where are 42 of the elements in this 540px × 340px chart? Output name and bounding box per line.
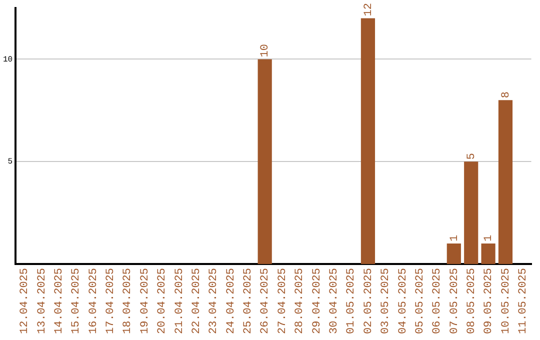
x-tick-label: 10.05.2025 bbox=[500, 268, 512, 334]
x-tick-label: 26.04.2025 bbox=[260, 268, 272, 334]
x-tick-label: 22.04.2025 bbox=[190, 268, 203, 334]
x-tick-label: 04.05.2025 bbox=[397, 268, 410, 334]
x-tick-label: 24.04.2025 bbox=[225, 268, 238, 334]
x-tick-label: 12.04.2025 bbox=[19, 268, 32, 334]
x-tick-label: 18.04.2025 bbox=[122, 268, 134, 334]
x-tick-label: 02.05.2025 bbox=[362, 268, 375, 334]
x-tick-label: 15.04.2025 bbox=[70, 268, 83, 334]
data-label: 5 bbox=[466, 152, 478, 160]
x-tick-label: 17.04.2025 bbox=[105, 268, 118, 334]
bar bbox=[360, 18, 376, 264]
x-tick-label: 14.04.2025 bbox=[53, 268, 66, 334]
x-tick-label: 21.04.2025 bbox=[174, 268, 186, 334]
x-tick-label: 27.04.2025 bbox=[276, 268, 289, 334]
bar bbox=[464, 162, 478, 264]
x-tick-label: 19.04.2025 bbox=[139, 268, 152, 334]
data-label: 8 bbox=[500, 92, 512, 98]
x-tick-label: 25.04.2025 bbox=[242, 268, 255, 334]
x-tick-label: 09.05.2025 bbox=[483, 268, 496, 334]
x-tick-label: 23.04.2025 bbox=[208, 268, 220, 334]
x-tick-label: 30.04.2025 bbox=[328, 268, 340, 334]
x-tick-label: 20.04.2025 bbox=[156, 268, 169, 334]
x-tick-label: 06.05.2025 bbox=[432, 268, 444, 334]
x-tick-label: 05.05.2025 bbox=[414, 268, 426, 334]
x-tick-label: 11.05.2025 bbox=[518, 268, 530, 334]
data-label: 1 bbox=[483, 234, 496, 242]
x-tick-label: 29.04.2025 bbox=[311, 268, 324, 334]
bar bbox=[258, 59, 272, 264]
x-tick-label: 03.05.2025 bbox=[380, 268, 392, 334]
data-label: 10 bbox=[260, 44, 272, 58]
x-tick-label: 08.05.2025 bbox=[466, 268, 478, 334]
data-label: 12 bbox=[362, 3, 375, 16]
x-tick-label: 13.04.2025 bbox=[36, 268, 48, 334]
bar bbox=[498, 100, 513, 264]
x-tick-label: 07.05.2025 bbox=[448, 268, 461, 334]
x-tick-label: 01.05.2025 bbox=[346, 268, 358, 334]
x-tick-label: 28.04.2025 bbox=[294, 268, 306, 334]
data-label: 1 bbox=[448, 234, 461, 242]
bar bbox=[481, 244, 496, 264]
bar bbox=[446, 244, 461, 264]
x-tick-label: 16.04.2025 bbox=[88, 268, 100, 334]
